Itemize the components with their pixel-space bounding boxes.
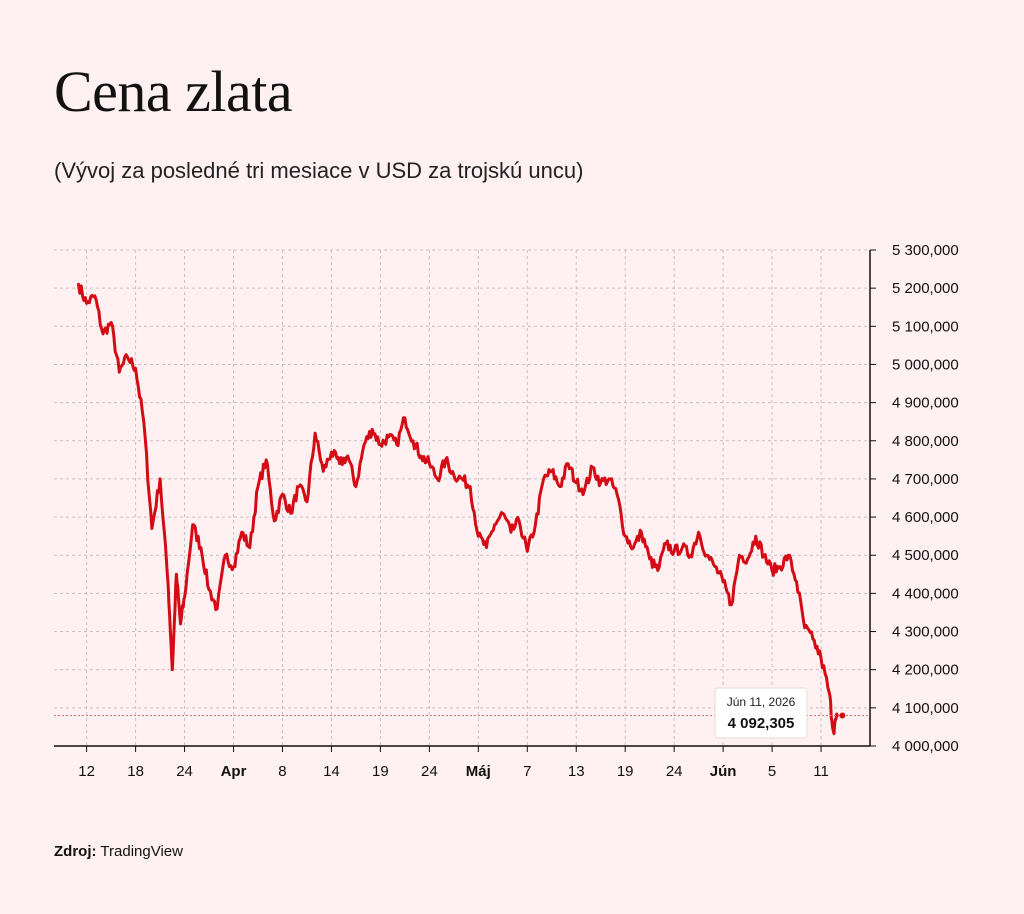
y-tick-label: 4 600,000 — [892, 509, 959, 526]
y-tick-label: 5 200,000 — [892, 280, 959, 297]
y-tick-label: 4 800,000 — [892, 433, 959, 450]
y-tick-label: 4 300,000 — [892, 624, 959, 641]
y-tick-label: 4 500,000 — [892, 547, 959, 564]
x-tick-label: 12 — [78, 763, 95, 780]
y-tick-label: 4 100,000 — [892, 700, 959, 717]
x-tick-label: Apr — [221, 763, 247, 780]
x-tick-label: Máj — [466, 763, 491, 780]
x-tick-label: 18 — [127, 763, 144, 780]
x-tick-label: 13 — [568, 763, 585, 780]
tooltip-date: Jún 11, 2026 — [727, 695, 796, 709]
y-tick-label: 4 900,000 — [892, 395, 959, 412]
x-tick-label: 11 — [813, 763, 829, 780]
x-tick-label: 14 — [323, 763, 340, 780]
x-tick-label: 24 — [421, 763, 438, 780]
x-tick-label: 8 — [278, 763, 286, 780]
y-tick-label: 5 100,000 — [892, 318, 959, 335]
x-tick-label: Jún — [710, 763, 737, 780]
source-value: TradingView — [100, 843, 183, 860]
x-tick-label: 19 — [372, 763, 389, 780]
chart-title: Cena zlata — [54, 59, 293, 124]
tooltip-box — [714, 687, 808, 739]
y-tick-label: 4 200,000 — [892, 662, 959, 679]
tooltip-value: 4 092,305 — [728, 715, 795, 732]
source-note: Zdroj: TradingView — [54, 843, 183, 860]
chart-subtitle: (Vývoj za posledné tri mesiace v USD za … — [54, 158, 584, 183]
x-tick-label: 7 — [523, 763, 531, 780]
x-tick-label: 24 — [176, 763, 193, 780]
y-tick-label: 4 400,000 — [892, 585, 959, 602]
y-tick-label: 5 000,000 — [892, 356, 959, 373]
y-tick-label: 4 000,000 — [892, 738, 959, 755]
gold-price-line — [77, 282, 839, 736]
x-tick-label: 5 — [768, 763, 776, 780]
x-tick-label: 19 — [617, 763, 634, 780]
y-tick-label: 4 700,000 — [892, 471, 959, 488]
y-tick-label: 5 300,000 — [892, 242, 959, 259]
source-label: Zdroj: — [54, 843, 97, 860]
current-price-dot — [839, 712, 846, 719]
x-tick-label: 24 — [666, 763, 683, 780]
